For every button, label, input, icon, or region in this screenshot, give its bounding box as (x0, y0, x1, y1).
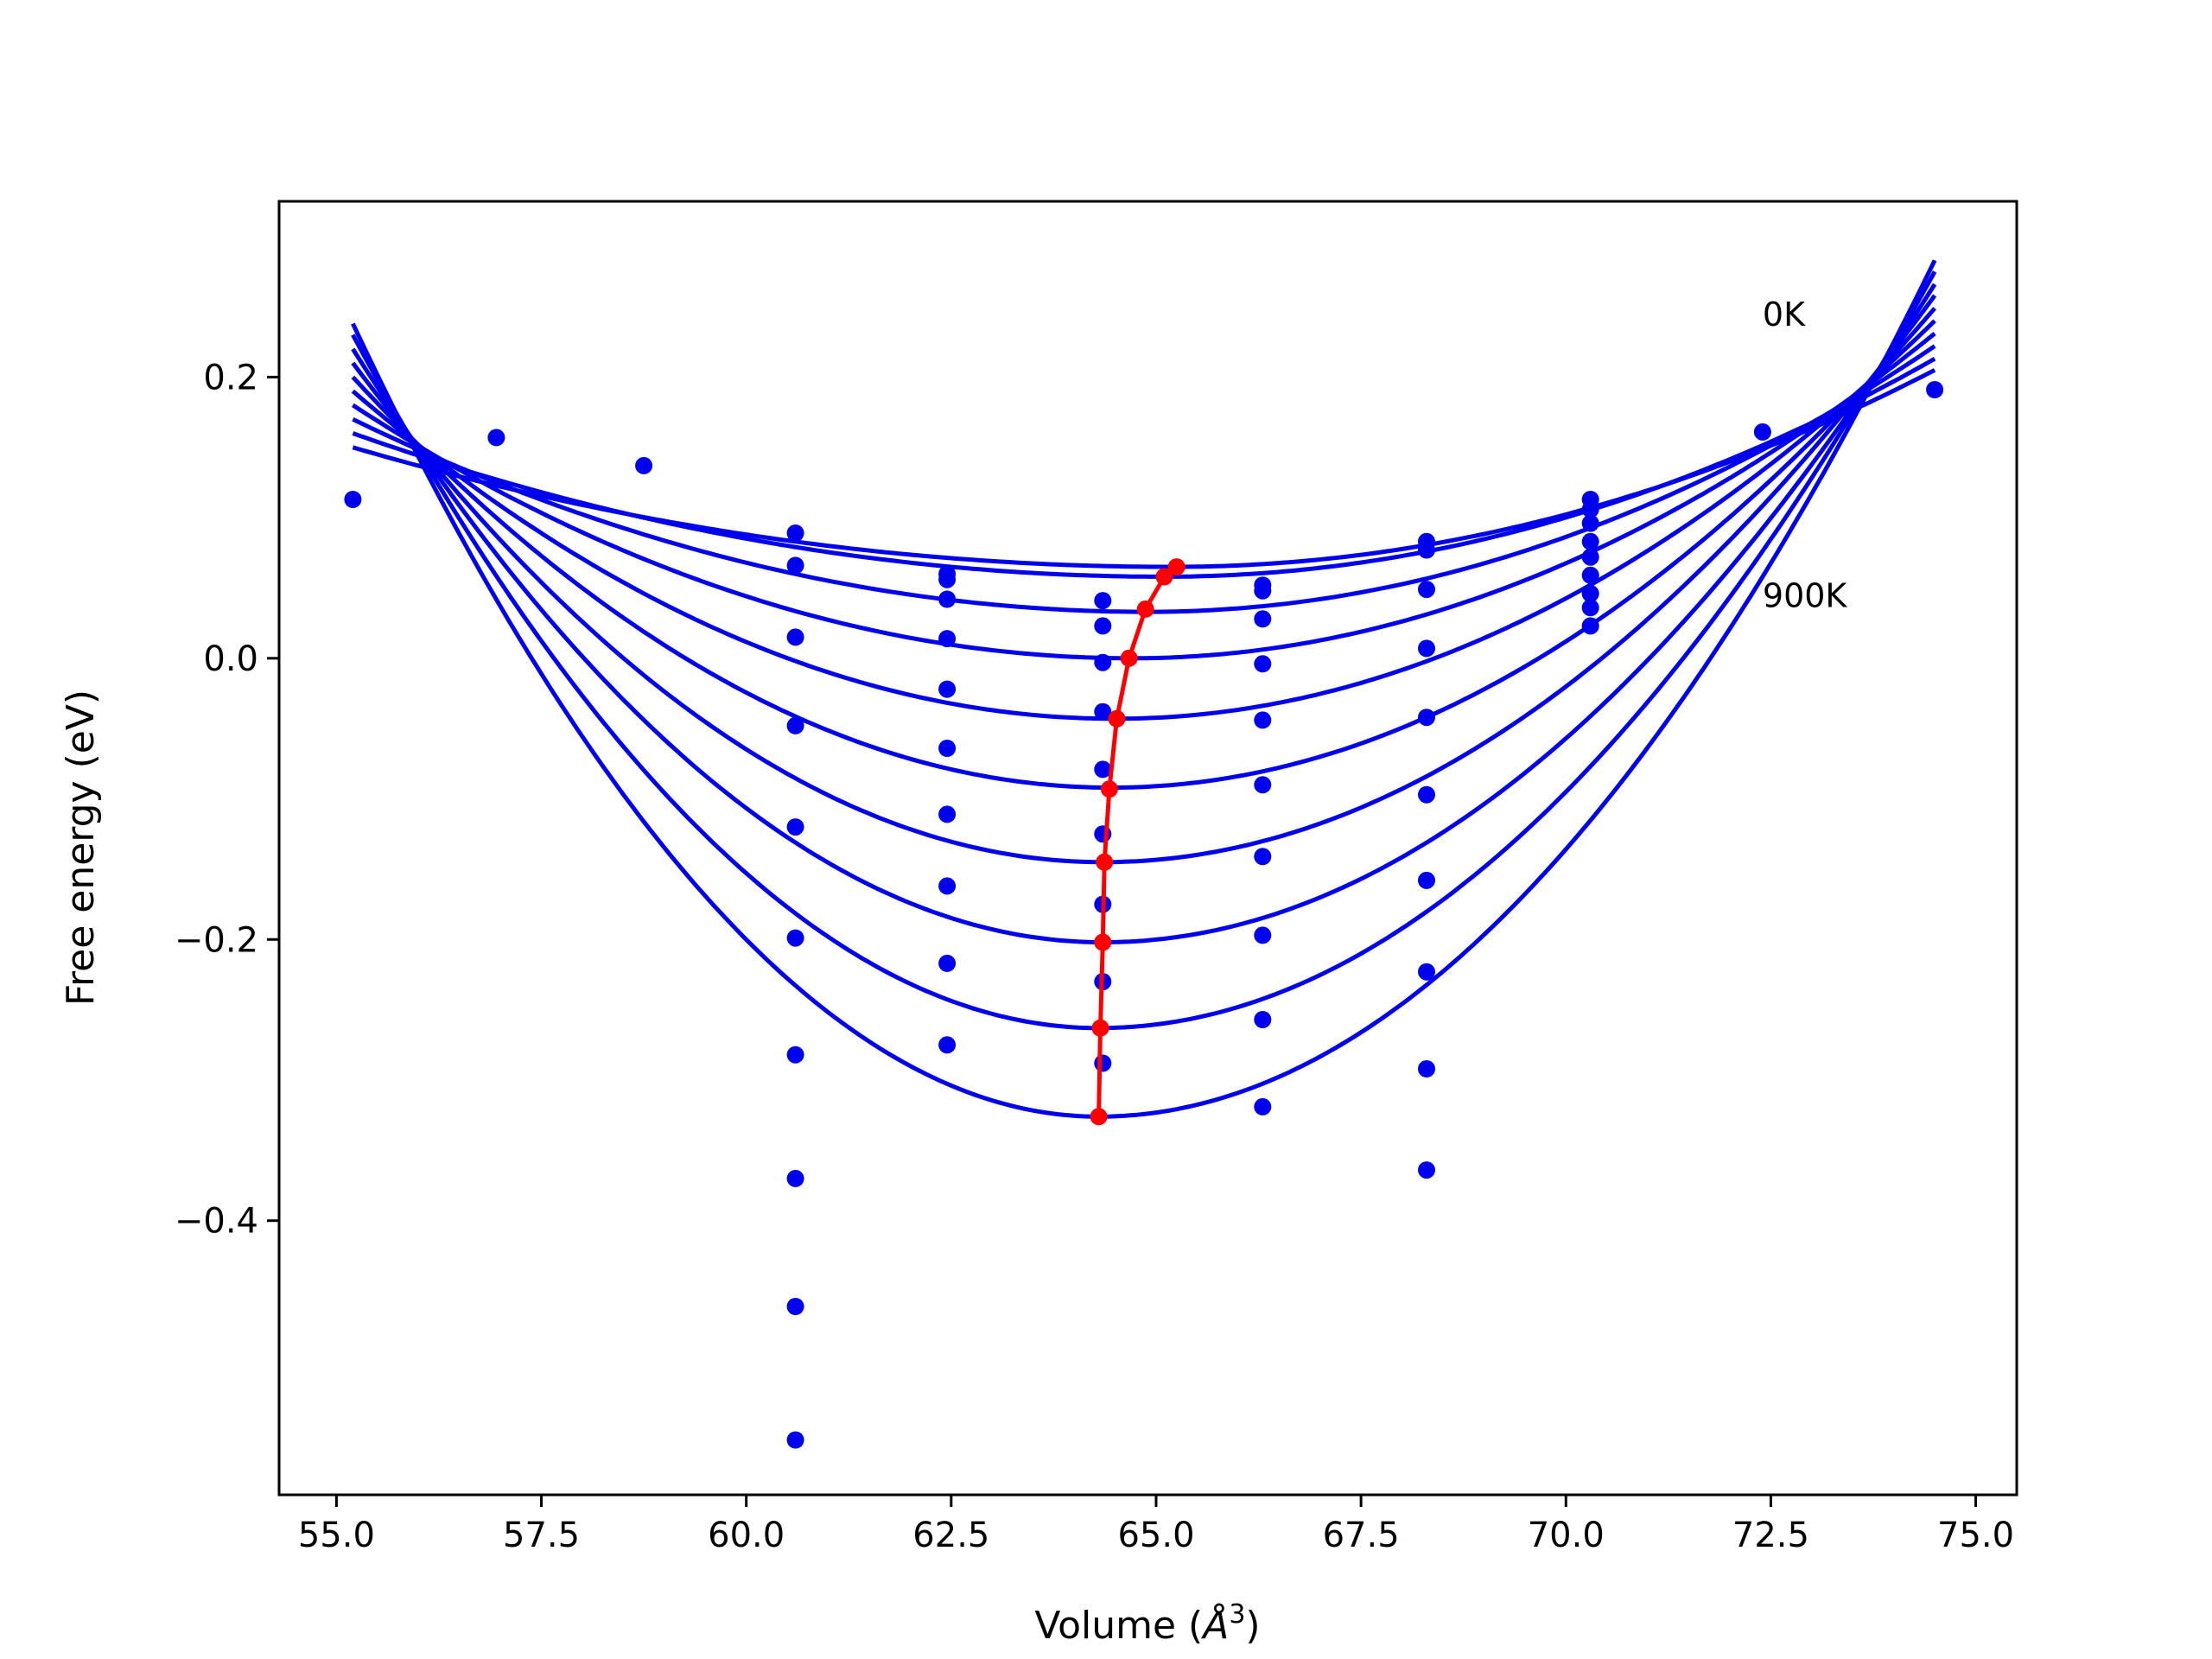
y-tick-label-1: 0.0 (203, 639, 258, 679)
x-tick-label-4: 65.0 (1117, 1516, 1194, 1555)
data-point-33 (1254, 582, 1271, 600)
x-axis-label-exponent: 3 (1229, 1599, 1245, 1630)
x-tick-label-3: 62.5 (912, 1516, 989, 1555)
data-point-7 (787, 818, 804, 836)
data-point-55 (1582, 533, 1599, 550)
data-point-22 (938, 1036, 956, 1053)
y-tick-label-2: −0.2 (175, 920, 258, 960)
data-point-40 (1254, 1011, 1271, 1028)
data-point-47 (1418, 786, 1435, 804)
minimum-point-4 (1109, 710, 1126, 728)
data-point-59 (1582, 599, 1599, 616)
y-tick-label-0: 0.2 (203, 358, 258, 397)
data-point-9 (787, 1046, 804, 1064)
data-point-50 (1418, 1060, 1435, 1077)
data-point-2 (635, 457, 652, 474)
minimum-point-6 (1096, 854, 1113, 871)
annotation-900k: 900K (1763, 577, 1848, 615)
minimum-point-2 (1137, 601, 1154, 618)
data-point-4 (787, 556, 804, 574)
data-point-57 (1582, 567, 1599, 584)
data-point-44 (1418, 581, 1435, 598)
x-axis-label: Volume (Å3) (1034, 1599, 1260, 1648)
data-point-11 (787, 1298, 804, 1315)
minimum-point-5 (1101, 780, 1118, 798)
data-point-41 (1254, 1098, 1271, 1116)
data-point-31 (1094, 1055, 1111, 1072)
minimum-point-8 (1092, 1020, 1109, 1037)
data-point-51 (1418, 1161, 1435, 1179)
data-point-20 (938, 877, 956, 894)
data-point-23 (1094, 592, 1111, 609)
data-point-8 (787, 930, 804, 947)
annotation-0k: 0K (1763, 296, 1806, 334)
data-point-12 (787, 1432, 804, 1449)
x-axis-label-suffix: ) (1245, 1604, 1260, 1648)
x-tick-label-2: 60.0 (708, 1516, 785, 1555)
x-tick-label-7: 72.5 (1732, 1516, 1809, 1555)
data-point-5 (787, 628, 804, 645)
data-point-45 (1418, 639, 1435, 657)
y-tick-label-3: −0.4 (175, 1202, 258, 1242)
data-point-14 (938, 571, 956, 588)
data-point-1 (487, 429, 505, 446)
y-axis-label: Free energy (eV) (59, 690, 103, 1006)
data-point-46 (1418, 709, 1435, 726)
data-point-0 (344, 491, 361, 508)
data-point-62 (1926, 381, 1943, 398)
minimum-point-3 (1121, 650, 1138, 667)
data-point-25 (1094, 654, 1111, 671)
data-point-54 (1582, 515, 1599, 532)
data-point-3 (787, 524, 804, 542)
data-point-43 (1418, 542, 1435, 559)
data-point-48 (1418, 872, 1435, 889)
data-point-35 (1254, 655, 1271, 672)
x-tick-label-8: 75.0 (1937, 1516, 2014, 1555)
data-point-18 (938, 740, 956, 757)
minimum-point-1 (1156, 569, 1173, 586)
data-point-16 (938, 630, 956, 647)
data-point-61 (1754, 423, 1771, 441)
data-point-49 (1418, 963, 1435, 981)
data-point-56 (1582, 549, 1599, 566)
data-point-36 (1254, 711, 1271, 728)
data-point-38 (1254, 848, 1271, 865)
minimum-point-9 (1090, 1108, 1108, 1125)
x-tick-label-6: 70.0 (1528, 1516, 1605, 1555)
x-tick-label-0: 55.0 (298, 1516, 375, 1555)
data-point-39 (1254, 926, 1271, 944)
x-axis-label-text: Volume ( (1034, 1604, 1203, 1648)
x-tick-label-1: 57.5 (503, 1516, 580, 1555)
data-point-6 (787, 717, 804, 734)
data-point-15 (938, 591, 956, 608)
data-point-24 (1094, 617, 1111, 634)
x-axis-label-symbol: Å (1200, 1602, 1229, 1648)
minimum-point-7 (1094, 934, 1111, 951)
x-tick-label-5: 67.5 (1323, 1516, 1400, 1555)
data-point-10 (787, 1170, 804, 1187)
data-point-37 (1254, 776, 1271, 793)
data-point-60 (1582, 617, 1599, 634)
data-point-17 (938, 681, 956, 698)
data-point-21 (938, 955, 956, 972)
data-point-19 (938, 805, 956, 823)
data-point-34 (1254, 610, 1271, 627)
